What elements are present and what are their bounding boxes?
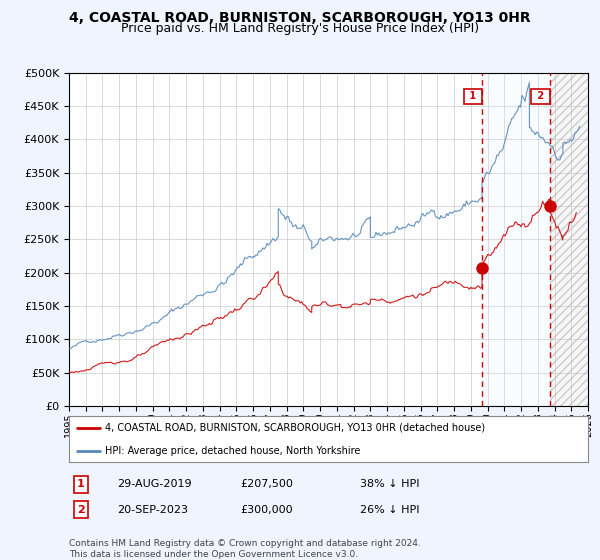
Text: Price paid vs. HM Land Registry's House Price Index (HPI): Price paid vs. HM Land Registry's House …	[121, 22, 479, 35]
Text: 4, COASTAL ROAD, BURNISTON, SCARBOROUGH, YO13 0HR (detached house): 4, COASTAL ROAD, BURNISTON, SCARBOROUGH,…	[106, 423, 485, 432]
Text: 4, COASTAL ROAD, BURNISTON, SCARBOROUGH, YO13 0HR: 4, COASTAL ROAD, BURNISTON, SCARBOROUGH,…	[69, 11, 531, 25]
Text: 2: 2	[534, 91, 547, 101]
Text: 29-AUG-2019: 29-AUG-2019	[117, 479, 191, 489]
Text: £207,500: £207,500	[240, 479, 293, 489]
Bar	[482, 73, 550, 406]
Text: 20-SEP-2023: 20-SEP-2023	[117, 505, 188, 515]
Text: £300,000: £300,000	[240, 505, 293, 515]
Text: 1: 1	[466, 91, 479, 101]
Text: 38% ↓ HPI: 38% ↓ HPI	[360, 479, 419, 489]
Bar	[550, 73, 588, 406]
Text: Contains HM Land Registry data © Crown copyright and database right 2024.
This d: Contains HM Land Registry data © Crown c…	[69, 539, 421, 559]
Text: 26% ↓ HPI: 26% ↓ HPI	[360, 505, 419, 515]
Text: 2: 2	[77, 505, 85, 515]
Text: 1: 1	[77, 479, 85, 489]
Text: HPI: Average price, detached house, North Yorkshire: HPI: Average price, detached house, Nort…	[106, 446, 361, 455]
Bar	[550, 73, 588, 406]
Bar	[550, 73, 588, 406]
